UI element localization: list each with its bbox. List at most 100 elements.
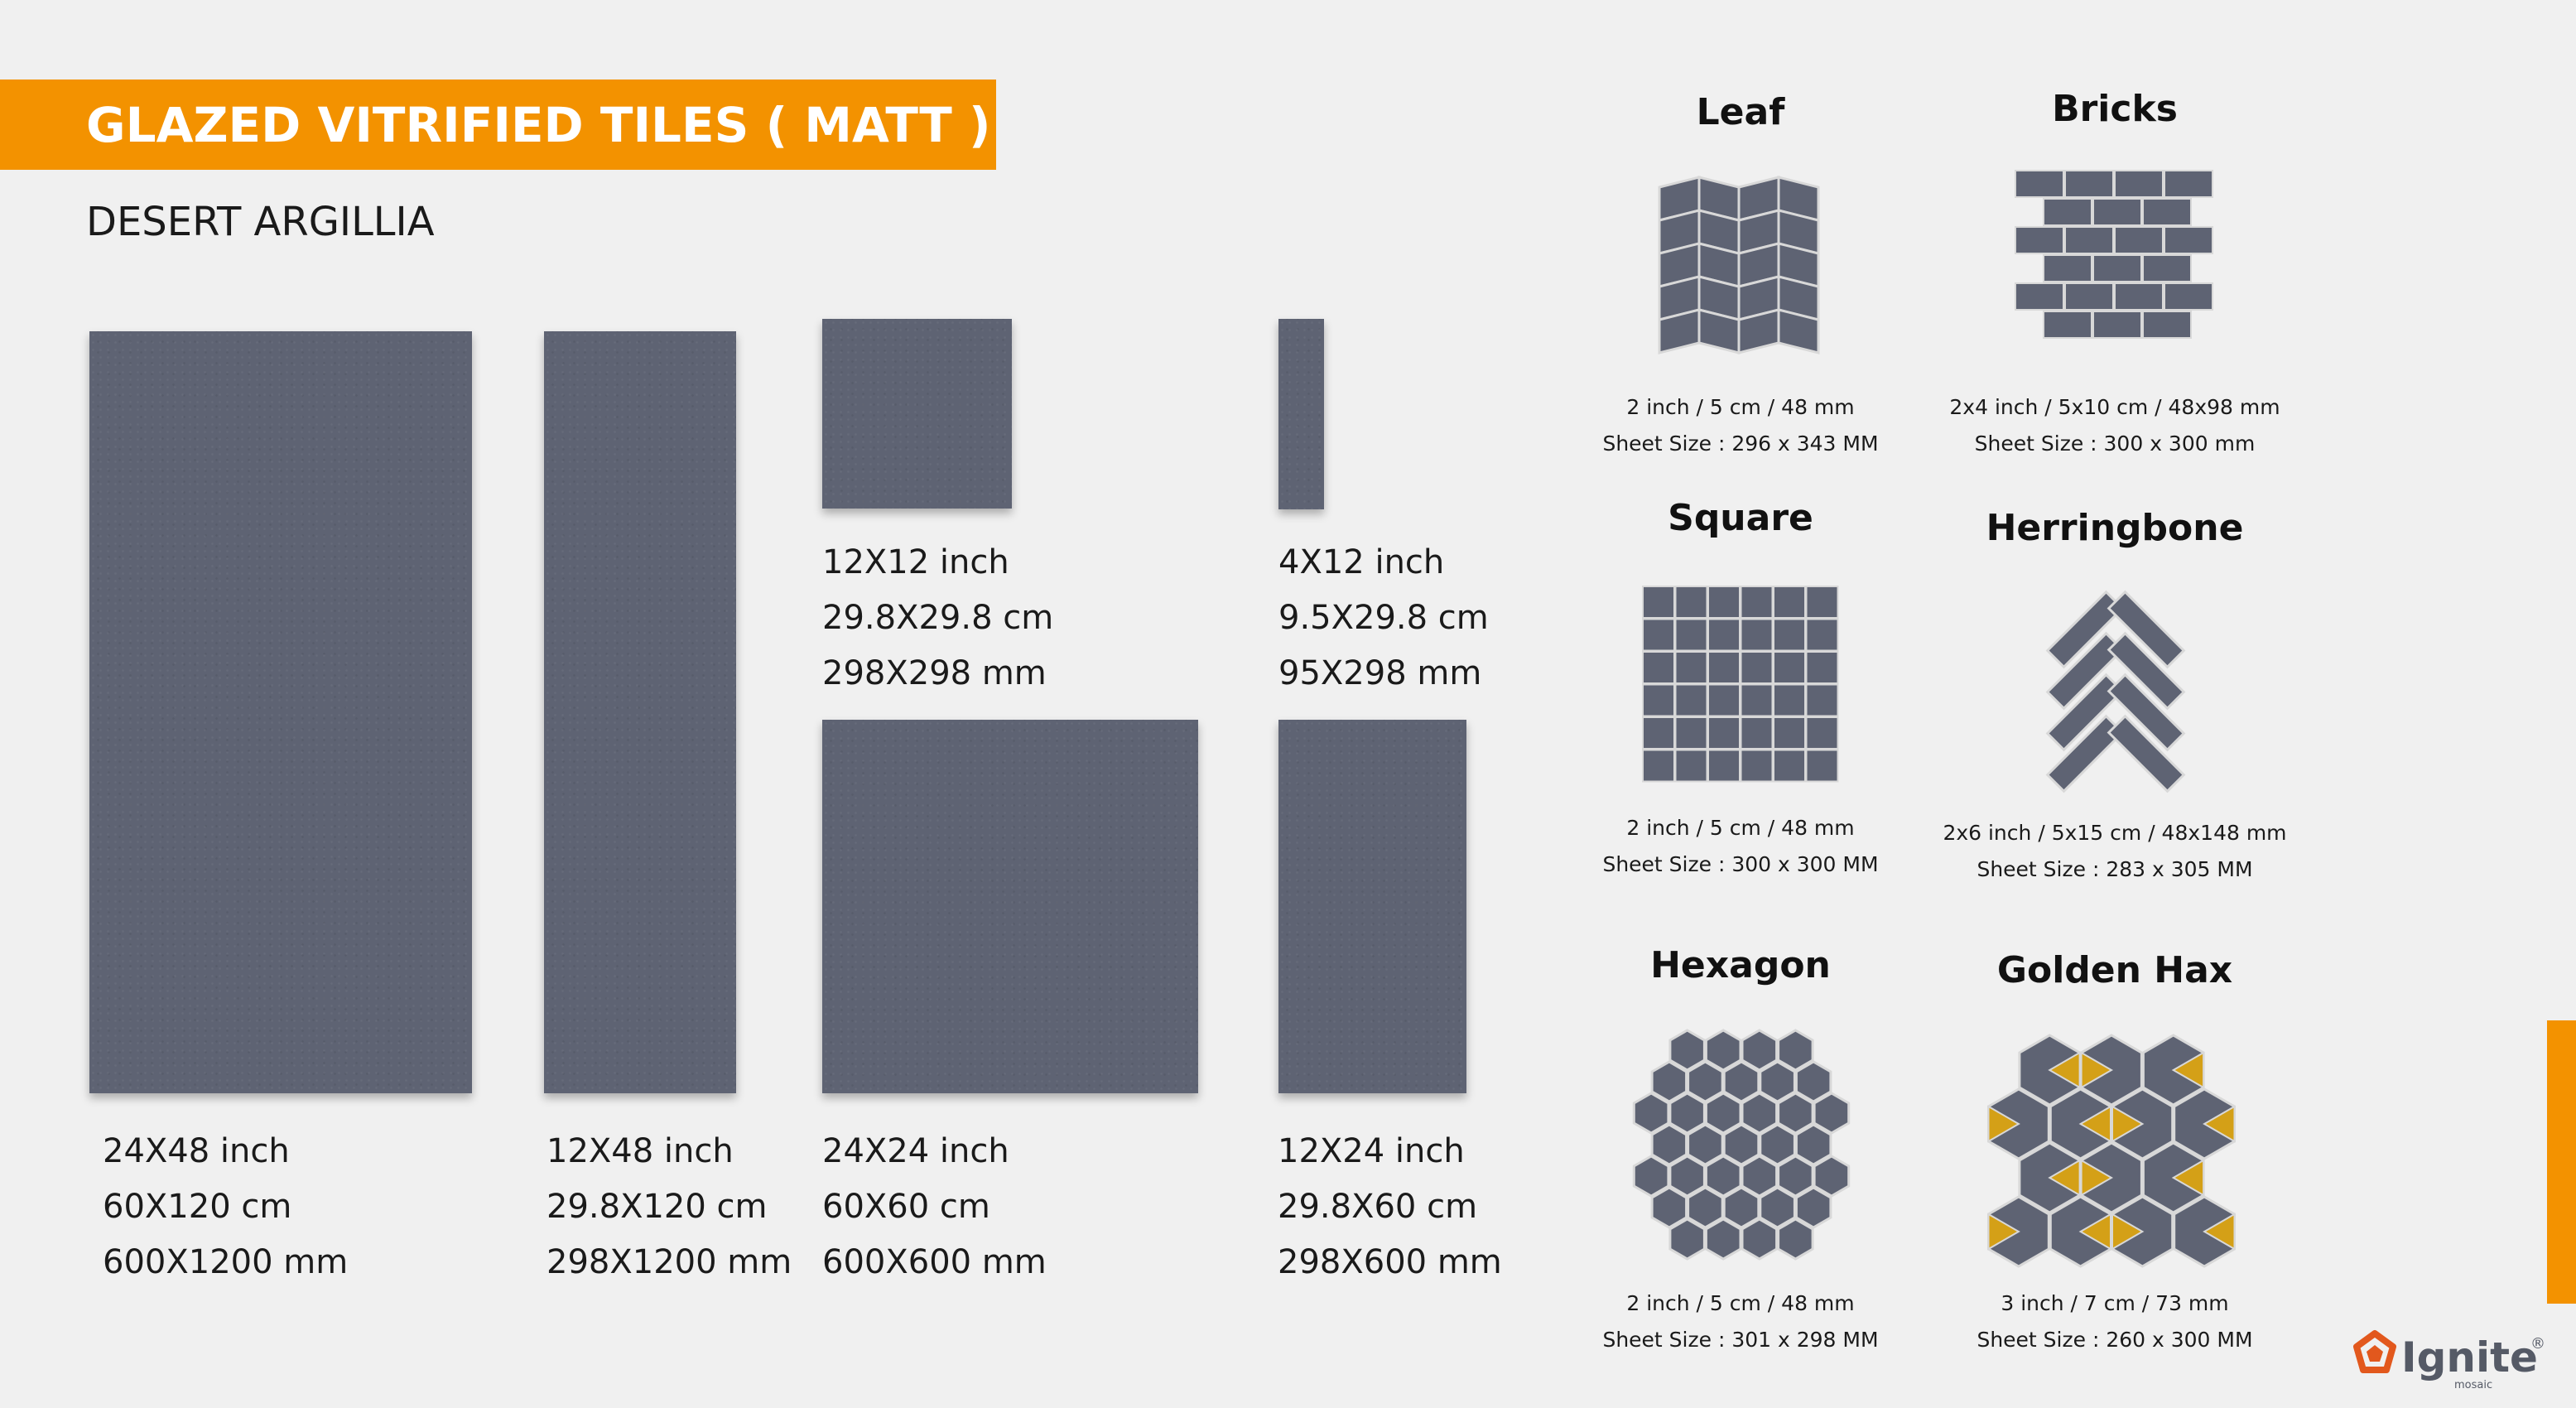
gold-accent-piece	[2078, 1105, 2111, 1143]
hexagon-piece	[1650, 1186, 1688, 1229]
hexagon-piece	[1741, 1155, 1779, 1198]
gold-accent-piece	[2048, 1051, 2081, 1089]
mosaic-spec-herringbone: 2x6 inch / 5x15 cm / 48x148 mm Sheet Siz…	[1899, 815, 2330, 888]
brick-piece	[2064, 170, 2114, 198]
tile-swatch-24x24	[822, 720, 1198, 1093]
hexagon-piece	[1668, 1155, 1706, 1198]
square-piece	[1740, 651, 1774, 684]
square-piece	[1773, 683, 1806, 717]
brick-piece	[2092, 198, 2142, 226]
collection-name: DESERT ARGILLIA	[86, 199, 435, 245]
pentagon-logo-icon	[2353, 1330, 2396, 1373]
mosaic-size: 2 inch / 5 cm / 48 mm	[1626, 395, 1855, 419]
brick-piece	[2015, 226, 2064, 254]
brick-piece	[2015, 282, 2064, 311]
mosaic-spec-bricks: 2x4 inch / 5x10 cm / 48x98 mm Sheet Size…	[1899, 389, 2330, 462]
mosaic-title-leaf: Leaf	[1696, 91, 1785, 133]
gold-accent-piece	[2080, 1159, 2114, 1197]
tile-spec-12x24: 12X24 inch 29.8X60 cm 298X600 mm	[1278, 1124, 1502, 1290]
mosaic-sheet-size: Sheet Size : 300 x 300 mm	[1974, 432, 2256, 456]
brick-piece	[2164, 226, 2213, 254]
brick-piece	[2043, 311, 2092, 339]
mosaic-spec-golden-hax: 3 inch / 7 cm / 73 mm Sheet Size : 260 x…	[1899, 1285, 2330, 1358]
herringbone-piece	[2107, 714, 2186, 793]
gold-accent-piece	[1987, 1105, 2020, 1143]
bricks-mosaic-graphic	[2015, 170, 2213, 339]
hexagon-piece	[1741, 1218, 1779, 1261]
mosaic-title-hexagon: Hexagon	[1650, 944, 1831, 986]
brick-piece	[2164, 282, 2213, 311]
tile-spec-12x12: 12X12 inch 29.8X29.8 cm 298X298 mm	[822, 535, 1053, 702]
mosaic-sheet-size: Sheet Size : 296 x 343 MM	[1602, 432, 1879, 456]
spec-mm: 298X298 mm	[822, 654, 1047, 692]
gold-accent-piece	[2080, 1051, 2114, 1089]
square-piece	[1805, 651, 1839, 684]
square-piece	[1740, 618, 1774, 652]
square-piece	[1674, 716, 1708, 750]
hexagon-mosaic-graphic	[1632, 1029, 1851, 1261]
hexagon-piece	[1813, 1092, 1851, 1135]
gold-accent-piece	[2048, 1159, 2081, 1197]
mosaic-spec-hexagon: 2 inch / 5 cm / 48 mm Sheet Size : 301 x…	[1525, 1285, 1956, 1358]
spec-inch: 24X24 inch	[822, 1132, 1009, 1170]
mosaic-sheet-size: Sheet Size : 260 x 300 MM	[1977, 1328, 2253, 1352]
hexagon-piece	[1704, 1155, 1742, 1198]
square-piece	[1707, 618, 1741, 652]
hexagon-piece	[1777, 1218, 1814, 1261]
mosaic-sheet-size: Sheet Size : 301 x 298 MM	[1602, 1328, 1879, 1352]
spec-mm: 298X1200 mm	[546, 1243, 792, 1281]
square-piece	[1707, 651, 1741, 684]
spec-inch: 24X48 inch	[103, 1132, 290, 1170]
hexagon-piece	[1722, 1123, 1760, 1166]
square-piece	[1674, 683, 1708, 717]
brick-piece	[2114, 226, 2164, 254]
brick-piece	[2043, 198, 2092, 226]
tile-swatch-4x12	[1278, 319, 1324, 509]
spec-mm: 95X298 mm	[1278, 654, 1482, 692]
hexagon-piece	[1794, 1186, 1832, 1229]
brick-piece	[2092, 254, 2142, 282]
spec-cm: 60X120 cm	[103, 1188, 292, 1226]
gold-accent-piece	[2111, 1213, 2145, 1251]
square-piece	[1707, 749, 1741, 783]
spec-inch: 12X12 inch	[822, 543, 1009, 581]
hexagon-piece	[1794, 1123, 1832, 1166]
herringbone-piece	[2107, 673, 2186, 752]
square-piece	[1740, 683, 1774, 717]
brick-piece	[2142, 198, 2192, 226]
hexagon-piece	[1741, 1092, 1779, 1135]
brick-piece	[2114, 282, 2164, 311]
title-banner	[0, 80, 996, 170]
spec-cm: 60X60 cm	[822, 1188, 990, 1226]
square-piece	[1674, 651, 1708, 684]
gold-accent-piece	[2078, 1213, 2111, 1251]
brick-piece	[2064, 226, 2114, 254]
hexagon-piece	[1632, 1155, 1670, 1198]
hexagon-piece	[1687, 1060, 1724, 1103]
square-piece	[1773, 651, 1806, 684]
hexagon-piece	[1650, 1060, 1688, 1103]
hexagon-piece	[1722, 1060, 1760, 1103]
hexagon-piece	[1777, 1155, 1814, 1198]
hexagon-piece	[1813, 1155, 1851, 1198]
square-piece	[1674, 749, 1708, 783]
herringbone-piece	[2107, 590, 2186, 669]
gold-accent-piece	[1987, 1213, 2020, 1251]
hexagon-piece	[1777, 1029, 1814, 1072]
square-piece	[1805, 618, 1839, 652]
square-piece	[1707, 716, 1741, 750]
gold-accent-piece	[2203, 1213, 2236, 1251]
spec-mm: 298X600 mm	[1278, 1243, 1502, 1281]
gold-accent-piece	[2203, 1105, 2236, 1143]
square-piece	[1642, 683, 1675, 717]
mosaic-title-golden-hax: Golden Hax	[1996, 949, 2233, 991]
square-piece	[1740, 749, 1774, 783]
logo-registered-mark: ®	[2530, 1335, 2545, 1353]
logo-subtext: mosaic	[2454, 1379, 2492, 1391]
square-piece	[1707, 683, 1741, 717]
spec-cm: 29.8X60 cm	[1278, 1188, 1478, 1226]
square-piece	[1674, 586, 1708, 619]
square-piece	[1773, 586, 1806, 619]
tile-swatch-12x24	[1278, 720, 1466, 1093]
tile-spec-12x48: 12X48 inch 29.8X120 cm 298X1200 mm	[546, 1124, 792, 1290]
